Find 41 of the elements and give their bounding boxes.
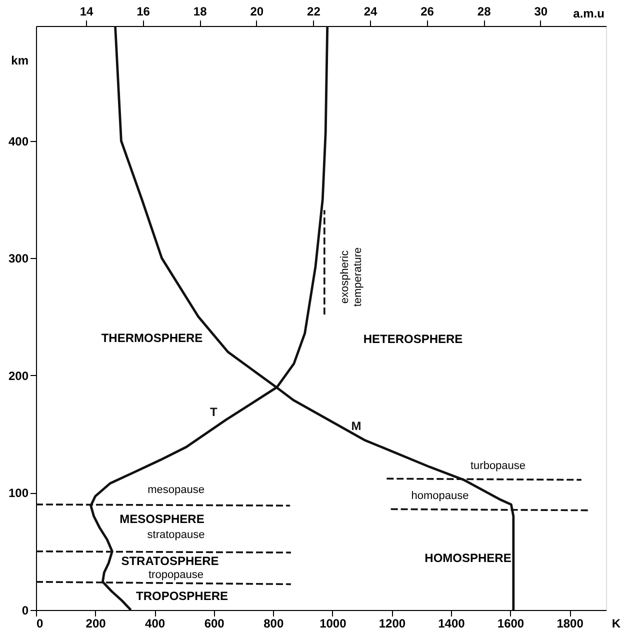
annotation: homopause xyxy=(411,490,469,502)
series-label: M xyxy=(351,418,362,433)
x-tick-label: 400 xyxy=(145,616,166,630)
annotation: THERMOSPHERE xyxy=(101,331,203,345)
x-axis-title: K xyxy=(612,616,621,630)
x2-tick-label: 16 xyxy=(136,4,150,18)
y-tick-label: 100 xyxy=(8,486,29,500)
x2-tick-label: 22 xyxy=(307,4,321,18)
series-label: T xyxy=(210,405,218,420)
x-tick-label: 600 xyxy=(204,616,225,630)
x-tick-label: 1200 xyxy=(378,616,406,630)
x2-tick-label: 26 xyxy=(420,4,434,18)
x2-tick-label: 18 xyxy=(193,4,208,18)
annotation: HETEROSPHERE xyxy=(363,332,463,346)
x-tick-label: 1600 xyxy=(497,616,524,630)
x2-axis-title: a.m.u xyxy=(573,6,604,20)
annotation: TROPOSPHERE xyxy=(136,589,228,603)
annotation: MESOSPHERE xyxy=(120,512,204,526)
annotation: stratopause xyxy=(147,529,205,541)
y-tick-label: 400 xyxy=(8,134,29,148)
annotation: turbopause xyxy=(470,460,526,472)
x-tick-label: 1800 xyxy=(556,616,584,630)
x2-tick-label: 28 xyxy=(477,4,492,18)
annotation: mesopause xyxy=(148,484,204,496)
x-tick-label: 0 xyxy=(36,616,44,630)
y-tick-label: 300 xyxy=(8,252,29,266)
x2-tick-label: 24 xyxy=(364,4,378,18)
x-tick-label: 200 xyxy=(86,616,106,630)
annotation: STRATOSPHERE xyxy=(121,554,219,568)
y-tick-label: 0 xyxy=(22,604,29,618)
x2-tick-label: 30 xyxy=(534,4,548,18)
x-tick-label: 800 xyxy=(264,616,284,630)
annotation: HOMOSPHERE xyxy=(424,551,512,565)
y-axis-title: km xyxy=(11,54,28,68)
x-tick-label: 1400 xyxy=(438,616,466,630)
x-tick-label: 1000 xyxy=(320,616,347,630)
x2-tick-label: 20 xyxy=(250,4,264,18)
annotation: exospheric temperature xyxy=(339,247,364,307)
y-tick-label: 200 xyxy=(8,368,29,383)
x2-tick-label: 14 xyxy=(80,4,94,18)
annotation: tropopause xyxy=(148,569,204,581)
